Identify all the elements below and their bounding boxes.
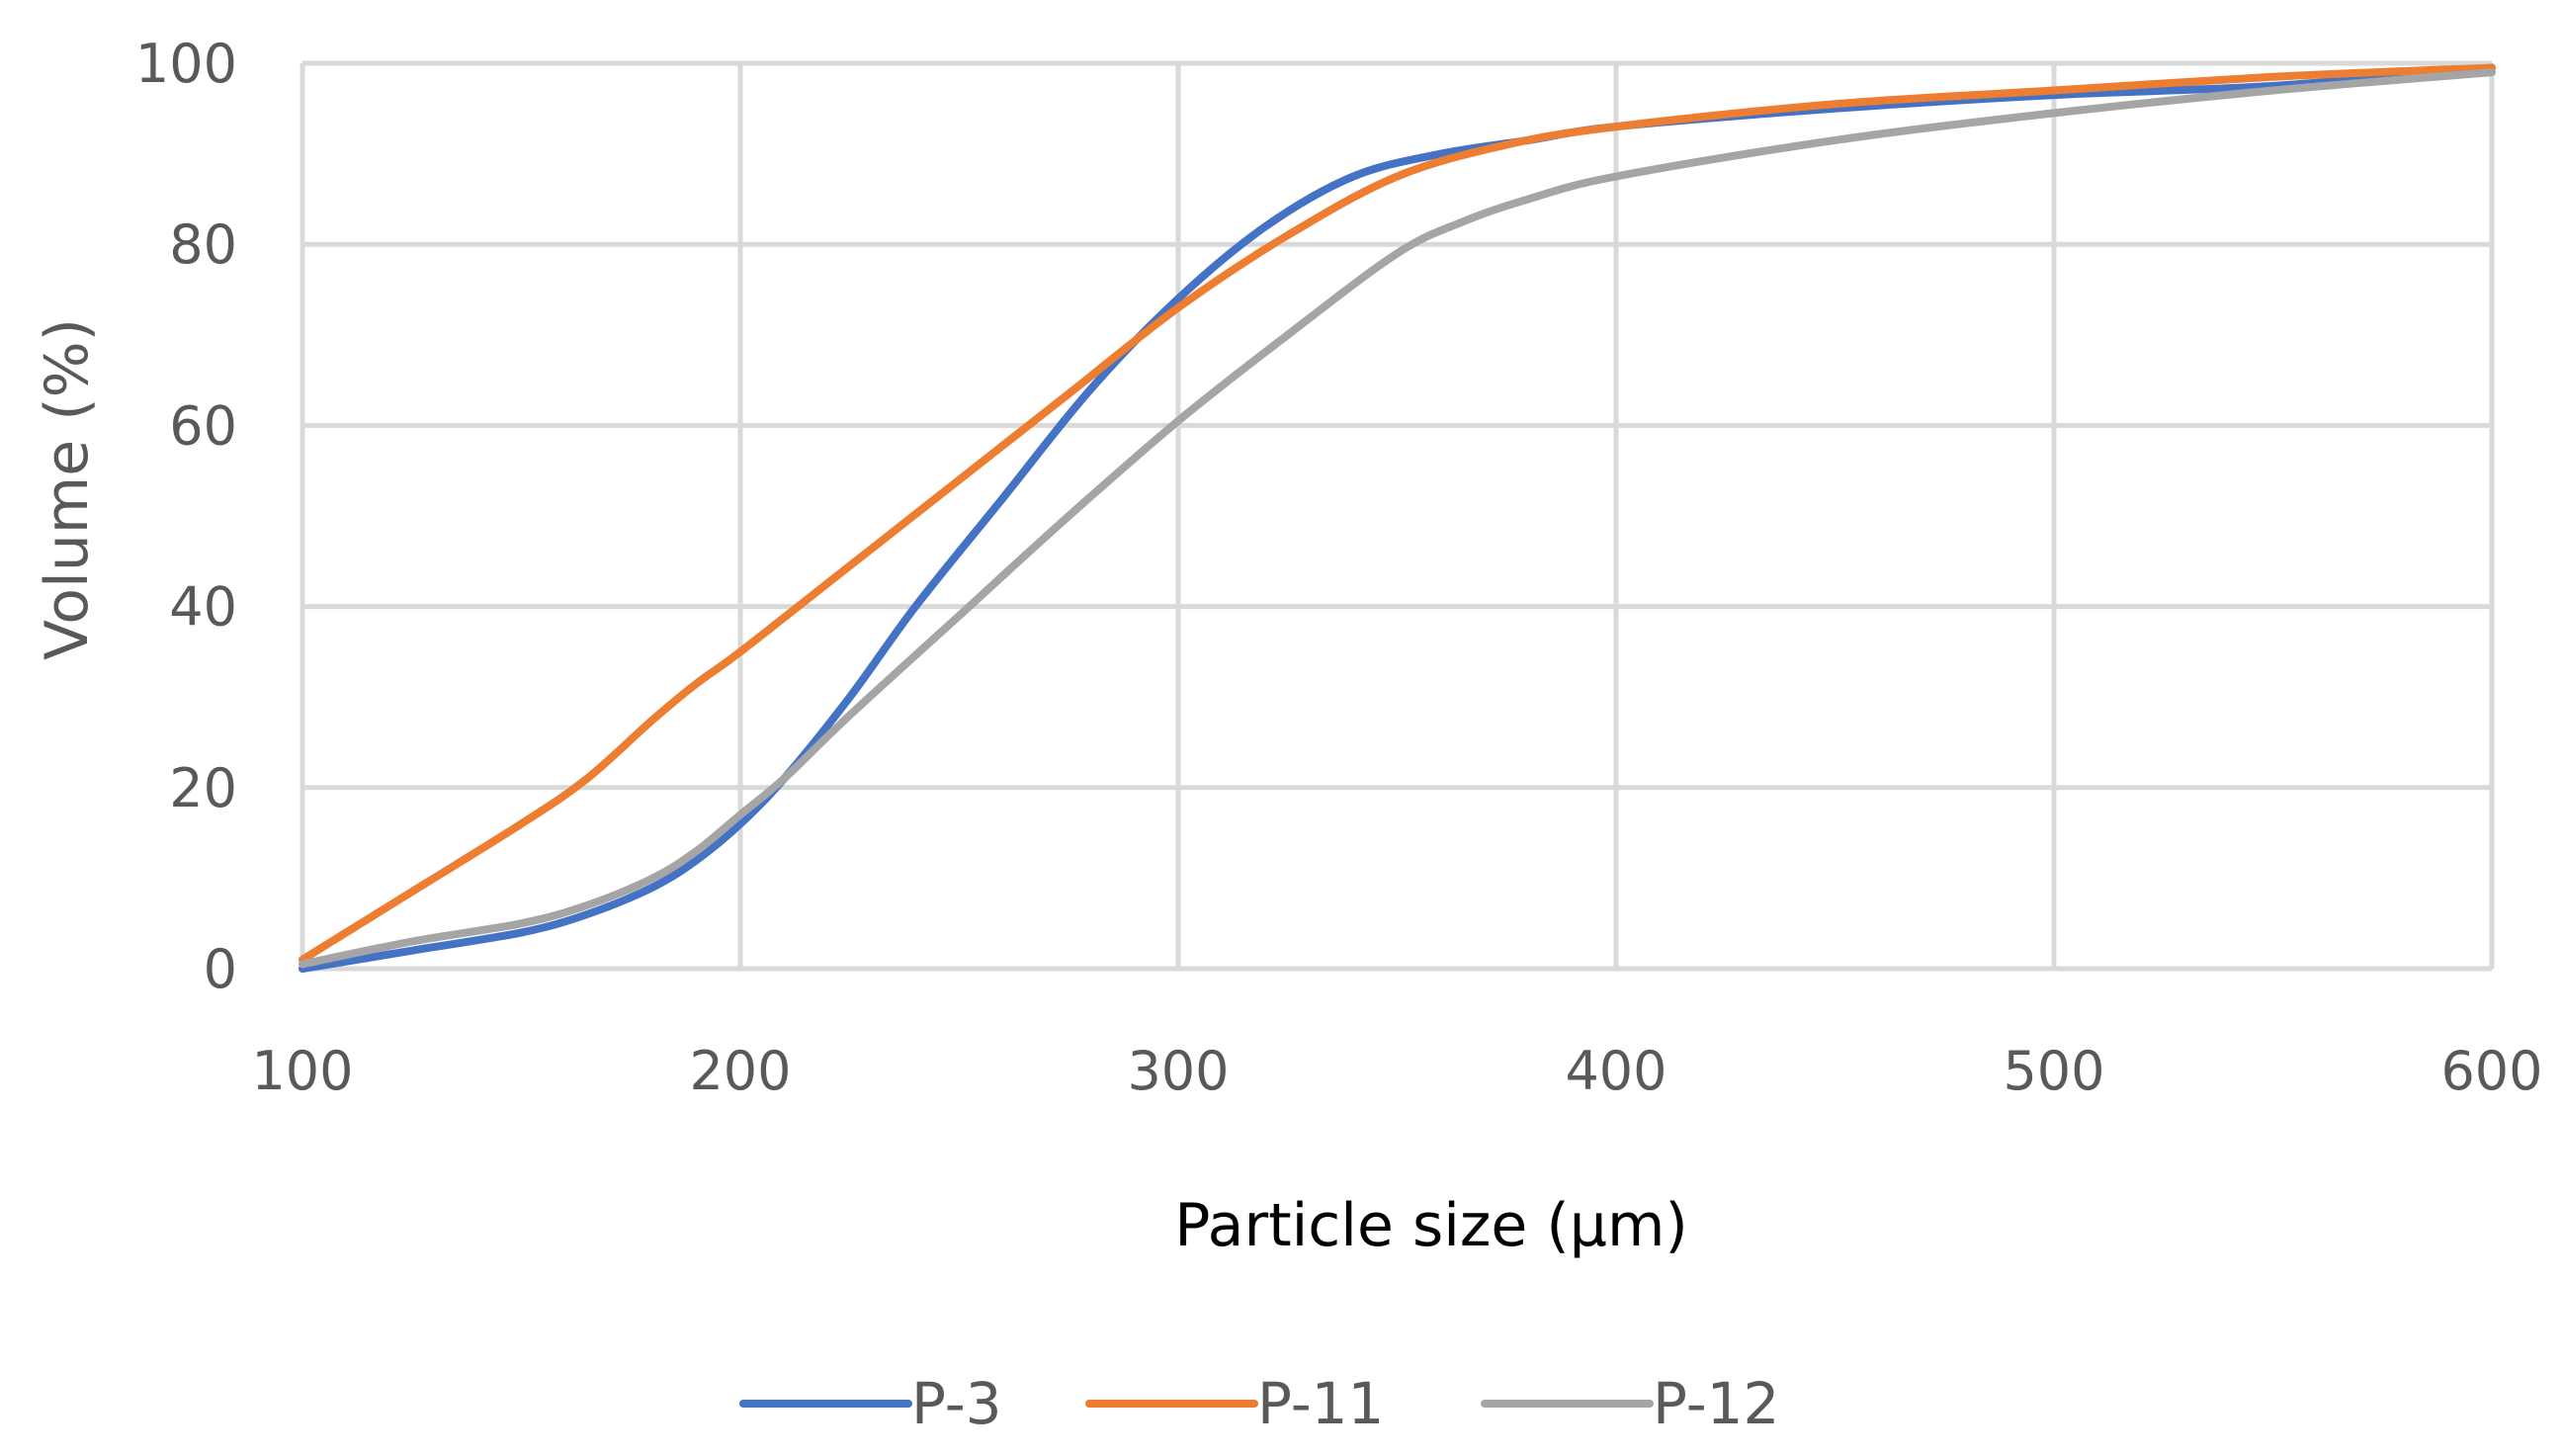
y-tick-label-80: 80 [169, 214, 237, 276]
legend-label-p-3: P-3 [911, 1370, 1002, 1437]
y-axis-title: Volume (%) [33, 318, 102, 660]
series-line-p-11 [299, 63, 2496, 964]
y-tick-label-20: 20 [169, 757, 237, 819]
x-tick-label-100: 100 [251, 1040, 353, 1102]
vertical-gridlines [299, 63, 2495, 969]
x-axis-title: Particle size (μm) [1174, 1191, 1688, 1260]
y-axis-tick-labels: 0 20 40 60 80 100 [135, 33, 237, 1000]
series-line-p-12 [299, 68, 2496, 969]
x-tick-label-300: 300 [1127, 1040, 1229, 1102]
legend-label-p-12: P-12 [1653, 1370, 1779, 1437]
series-lines [299, 63, 2496, 973]
legend: P-3 P-11 P-12 [739, 1370, 1779, 1437]
x-axis-tick-labels: 100 200 300 400 500 600 [251, 1040, 2542, 1102]
x-tick-label-400: 400 [1565, 1040, 1666, 1102]
y-tick-label-100: 100 [135, 33, 237, 95]
x-tick-label-500: 500 [2003, 1040, 2104, 1102]
x-tick-label-200: 200 [689, 1040, 791, 1102]
legend-label-p-11: P-11 [1257, 1370, 1384, 1437]
y-tick-label-60: 60 [169, 394, 237, 457]
y-tick-label-0: 0 [204, 938, 237, 1000]
horizontal-gridlines [302, 60, 2492, 972]
x-tick-label-600: 600 [2440, 1040, 2542, 1102]
y-tick-label-40: 40 [169, 576, 237, 639]
